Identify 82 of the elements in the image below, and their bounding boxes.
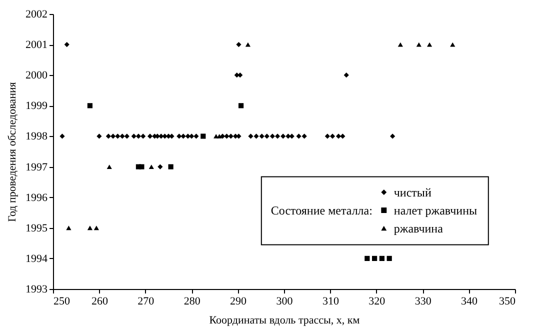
x-tick-label: 270 (138, 296, 155, 308)
point (379, 256, 384, 261)
y-tick-label: 2002 (26, 8, 48, 20)
point (148, 164, 154, 169)
y-tick-label: 2001 (26, 39, 48, 52)
legend-label: налет ржавчины (394, 203, 478, 218)
x-tick-label: 310 (322, 296, 340, 308)
point (336, 134, 342, 139)
x-tick-label: 300 (276, 296, 294, 308)
point (194, 134, 199, 139)
point (140, 134, 146, 139)
point (344, 72, 349, 78)
x-tick-label: 340 (461, 296, 478, 308)
point (110, 134, 116, 139)
point (189, 134, 194, 139)
point (264, 134, 270, 139)
y-tick-label: 1996 (26, 192, 48, 204)
x-tick-label: 350 (499, 296, 516, 308)
y-tick-label: 1997 (26, 161, 48, 174)
point (60, 134, 65, 139)
point (302, 134, 307, 139)
point (416, 42, 422, 47)
point (364, 256, 370, 261)
point (450, 42, 456, 47)
x-tick-label: 320 (368, 296, 386, 308)
point (238, 103, 244, 108)
point (136, 134, 142, 139)
point (147, 134, 153, 139)
point (324, 134, 330, 139)
point (386, 256, 392, 261)
y-tick-label: 1993 (26, 284, 48, 296)
point (66, 226, 72, 230)
x-tick-label: 250 (54, 296, 70, 308)
point (296, 134, 302, 139)
point (236, 42, 242, 48)
legend-label: ржавчина (394, 221, 444, 236)
point (96, 134, 102, 139)
point (248, 134, 254, 139)
point (64, 42, 70, 48)
legend-label: чистый (394, 185, 432, 200)
point (224, 134, 230, 139)
point (426, 42, 432, 47)
x-tick-label: 260 (91, 296, 108, 308)
y-tick-label: 1999 (26, 100, 48, 112)
point (120, 134, 125, 139)
y-axis-title: Год проведения обследования (6, 82, 18, 222)
point (274, 134, 280, 139)
point (106, 164, 112, 169)
point (200, 134, 206, 139)
point (228, 134, 234, 139)
point (245, 42, 251, 47)
point (390, 134, 396, 139)
y-tick-label: 1994 (26, 252, 48, 265)
point (168, 164, 174, 170)
point (216, 134, 222, 138)
y-tick-label: 2000 (26, 70, 48, 82)
point (259, 134, 264, 139)
point (106, 134, 111, 139)
point (398, 42, 403, 47)
point (330, 134, 336, 139)
x-tick-label: 280 (184, 296, 201, 308)
point (340, 134, 346, 139)
x-axis-title: Координаты вдоль трассы, x, км (209, 314, 360, 326)
point (87, 103, 93, 108)
point (124, 134, 130, 139)
y-tick-label: 1995 (26, 222, 48, 234)
point (254, 134, 259, 139)
point (176, 134, 182, 139)
point (180, 134, 186, 139)
point (94, 226, 99, 230)
y-tick-label: 1998 (26, 130, 48, 143)
point (270, 134, 275, 139)
point (372, 256, 378, 261)
point (139, 164, 144, 170)
point (115, 134, 120, 139)
point (131, 134, 136, 139)
point (280, 134, 286, 139)
point (158, 164, 163, 170)
legend-title: Состояние металла: (270, 203, 372, 218)
x-tick-label: 330 (414, 296, 432, 308)
point (87, 226, 93, 230)
x-tick-label: 290 (230, 296, 248, 308)
